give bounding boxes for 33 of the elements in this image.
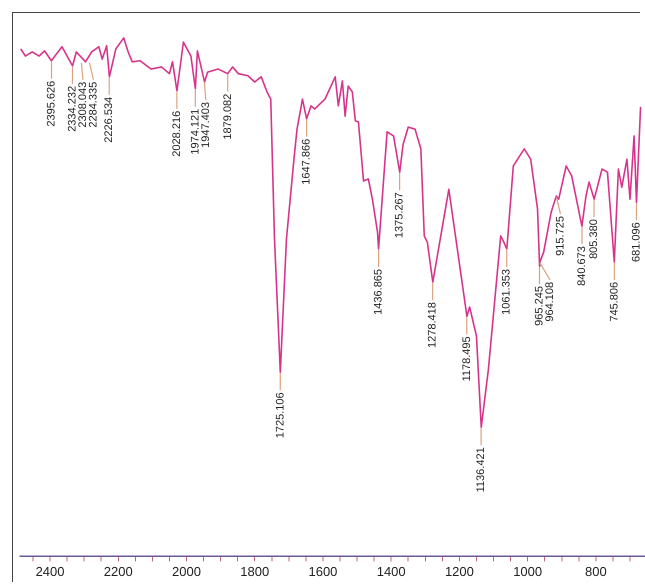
x-tick-label: 2200	[104, 564, 133, 579]
annotation: 1136.421	[475, 447, 488, 492]
annotation: 681.096	[630, 222, 642, 262]
annotation: 1061.353	[500, 268, 513, 315]
x-tick-label: 1800	[240, 564, 270, 579]
annotation: 745.806	[608, 282, 620, 322]
annotation: 1725.106	[274, 392, 286, 438]
x-tick-label: 1200	[444, 564, 474, 579]
annotation: 915.725	[554, 216, 567, 256]
annotation: 965.245	[534, 286, 546, 326]
x-tick-label: 800	[585, 564, 607, 579]
x-tick-label: 2400	[36, 564, 64, 579]
annotation: 2334.232	[66, 86, 78, 132]
x-tick-label: 1000	[513, 564, 542, 579]
annotation: 2284.335	[87, 82, 100, 128]
annotation: 1178.495	[460, 336, 473, 382]
annotation: 1947.403	[200, 102, 212, 148]
annotation: 964.108	[544, 282, 556, 322]
x-tick-label: 1600	[308, 564, 338, 579]
annotation: 1278.418	[426, 302, 439, 348]
annotation: 1375.267	[394, 192, 406, 238]
annotation: 1974.121	[189, 108, 202, 155]
annotation: 1436.865	[372, 268, 385, 315]
annotation: 805.380	[588, 219, 600, 259]
annotation: 2226.534	[103, 96, 116, 143]
annotation: 2395.626	[46, 80, 58, 127]
annotation: 840.673	[576, 246, 588, 286]
annotation: 2308.043	[76, 82, 89, 128]
x-tick-label: 2000	[172, 564, 201, 579]
annotation: 1647.866	[300, 138, 313, 185]
annotation: 1879.082	[222, 94, 234, 140]
annotation: 2028.216	[170, 110, 183, 157]
x-tick-label: 1400	[376, 564, 406, 579]
